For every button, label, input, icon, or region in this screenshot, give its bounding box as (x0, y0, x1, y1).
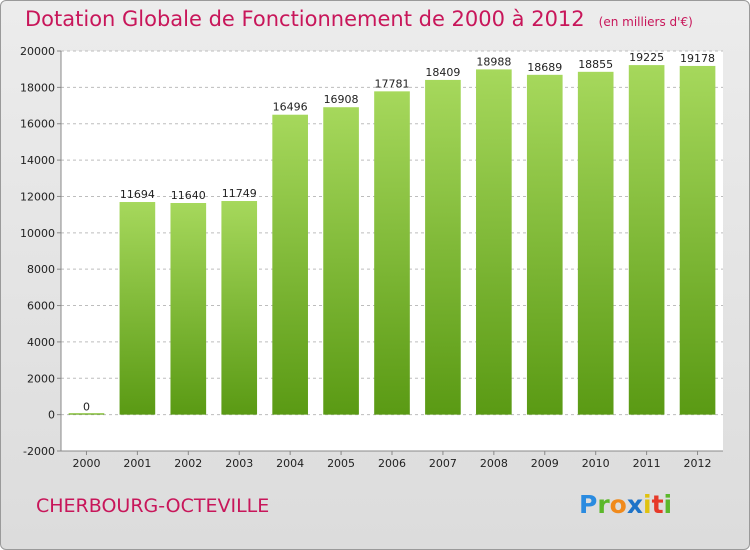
data-label-2011: 19225 (629, 51, 664, 64)
x-tick-label-2001: 2001 (123, 457, 151, 470)
data-label-2008: 18988 (476, 55, 511, 68)
chart-title-text: Dotation Globale de Fonctionnement de 20… (25, 7, 585, 31)
bar-2010 (577, 71, 614, 415)
y-tick-label: 12000 (20, 190, 55, 203)
chart-title: Dotation Globale de Fonctionnement de 20… (25, 7, 693, 31)
y-tick-label: 14000 (20, 154, 55, 167)
bar-2007 (425, 79, 461, 415)
x-tick-label-2009: 2009 (531, 457, 559, 470)
data-label-2009: 18689 (527, 61, 562, 74)
bars (68, 65, 716, 415)
y-tick-label: -2000 (23, 445, 55, 458)
x-tick-label-2012: 2012 (684, 457, 712, 470)
x-tick-label-2008: 2008 (480, 457, 508, 470)
data-label-2010: 18855 (578, 58, 613, 71)
bar-2002 (170, 203, 207, 415)
proxiti-logo: Proxiti (579, 490, 673, 519)
data-label-2004: 16496 (273, 101, 308, 114)
y-tick-label: 10000 (20, 227, 55, 240)
x-tick-label-2011: 2011 (633, 457, 661, 470)
data-label-2012: 19178 (680, 52, 715, 65)
data-label-2002: 11640 (171, 189, 206, 202)
bar-2009 (526, 74, 563, 415)
data-label-2001: 11694 (120, 188, 155, 201)
data-label-2003: 11749 (222, 187, 257, 200)
data-label-2005: 16908 (324, 93, 359, 106)
y-tick-label: 16000 (20, 118, 55, 131)
city-name: CHERBOURG-OCTEVILLE (36, 495, 270, 517)
bar-2005 (323, 107, 359, 415)
chart-subtitle: (en milliers d'€) (598, 15, 693, 29)
y-tick-label: 4000 (27, 336, 55, 349)
data-label-2006: 17781 (375, 77, 410, 90)
y-tick-labels: -2000 0 2000 4000 6000 8000 10000 12000 14000 160… (20, 45, 61, 458)
y-tick-label: 0 (48, 409, 55, 422)
x-tick-label-2002: 2002 (174, 457, 202, 470)
y-tick-label: 6000 (27, 300, 55, 313)
x-tick-label-2003: 2003 (225, 457, 253, 470)
x-tick-label-2004: 2004 (276, 457, 304, 470)
bar-2001 (119, 202, 156, 415)
bar-2003 (221, 201, 258, 415)
data-label-2007: 18409 (425, 66, 460, 79)
data-labels: 0 11694 11640 11749 16496 16908 17781 18409 1898… (83, 51, 715, 414)
x-tick-label-2010: 2010 (582, 457, 610, 470)
bar-2006 (374, 91, 410, 415)
bar-2000 (68, 413, 105, 415)
x-tick-label-2005: 2005 (327, 457, 355, 470)
y-tick-label: 18000 (20, 81, 55, 94)
bar-2012 (679, 65, 716, 415)
data-label-2000: 0 (83, 401, 90, 414)
x-tick-label-2007: 2007 (429, 457, 457, 470)
bar-2004 (272, 114, 308, 415)
y-tick-label: 20000 (20, 45, 55, 58)
x-tick-labels: 2000 2001 2002 2003 2004 2005 2006 2007 2008 2009… (72, 451, 712, 470)
y-tick-label: 2000 (27, 372, 55, 385)
x-tick-label-2006: 2006 (378, 457, 406, 470)
y-tick-label: 8000 (27, 263, 55, 276)
bar-2011 (628, 65, 665, 415)
x-tick-label-2000: 2000 (72, 457, 100, 470)
bar-2008 (476, 69, 512, 415)
